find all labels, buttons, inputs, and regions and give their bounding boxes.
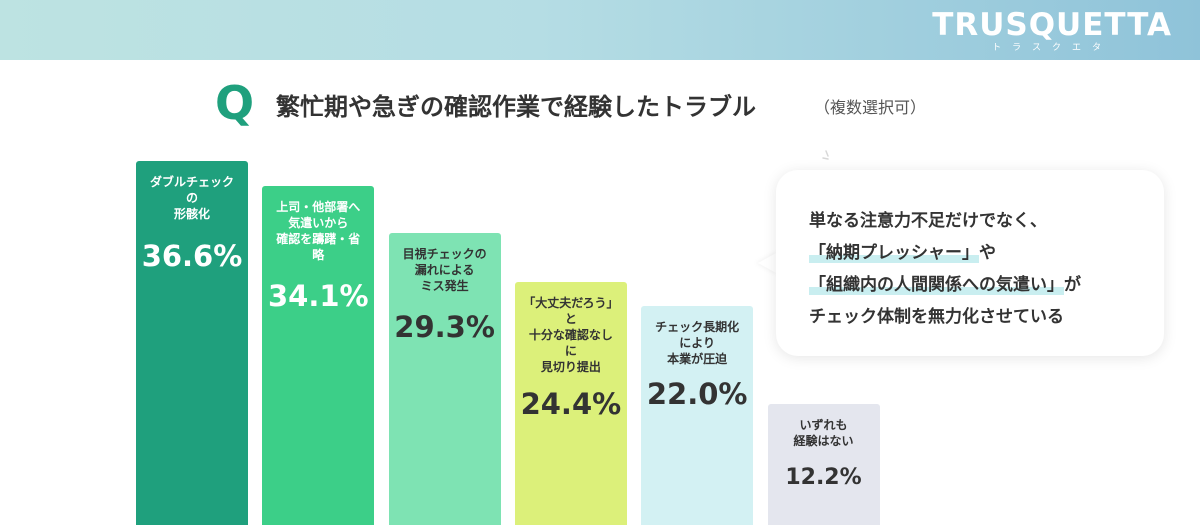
bar: 「大丈夫だろう」 と 十分な確認なし に 見切り提出 24.4% bbox=[514, 282, 627, 525]
callout-line-3-rest: が bbox=[1064, 275, 1081, 295]
callout-line-4: チェック体制を無力化させている bbox=[809, 307, 1064, 327]
callout-text: 単なる注意力不足だけでなく、 「納期プレッシャー」や 「組織内の人間関係への気遣… bbox=[809, 205, 1081, 333]
brand-name: TRUSQUETTA bbox=[932, 7, 1172, 43]
bar: チェック長期化 により 本業が圧迫 22.0% bbox=[641, 306, 754, 525]
bar-category-label: いずれも 経験はない bbox=[793, 417, 854, 448]
bar: いずれも 経験はない 12.2% bbox=[767, 403, 880, 525]
sparkle-icon bbox=[822, 150, 829, 160]
callout-tail bbox=[758, 252, 778, 274]
bar-category-label: チェック長期化 により 本業が圧迫 bbox=[655, 320, 740, 367]
callout-highlight-deadline: 「納期プレッシャー」 bbox=[809, 243, 979, 263]
bar-category-label: ダブルチェック の 形骸化 bbox=[149, 174, 234, 221]
callout-line-3: 「組織内の人間関係への気遣い」が bbox=[809, 269, 1081, 301]
bar-category-label: 目視チェックの 漏れによる ミス発生 bbox=[402, 247, 487, 294]
bar-value-label: 36.6% bbox=[141, 238, 243, 273]
question-mark-label: Q bbox=[215, 76, 255, 130]
bar-category-label: 上司・他部署へ 気遣いから 確認を躊躇・省 略 bbox=[276, 199, 361, 262]
chart-title: 繁忙期や急ぎの確認作業で経験したトラブル bbox=[276, 93, 756, 121]
bar-value-label: 12.2% bbox=[785, 464, 862, 490]
brand-kana: トラスクエタ bbox=[992, 43, 1112, 53]
header-band: TRUSQUETTA トラスクエタ bbox=[0, 0, 1200, 60]
brand-logo: TRUSQUETTA トラスクエタ bbox=[932, 8, 1172, 54]
bar: ダブルチェック の 形骸化 36.6% bbox=[136, 160, 248, 525]
bar: 目視チェックの 漏れによる ミス発生 29.3% bbox=[388, 233, 501, 525]
bar-value-label: 29.3% bbox=[394, 310, 495, 345]
callout-bubble bbox=[776, 170, 1164, 356]
callout-highlight-relationships: 「組織内の人間関係への気遣い」 bbox=[809, 275, 1064, 295]
bar-value-label: 24.4% bbox=[520, 387, 622, 422]
bar-value-label: 34.1% bbox=[267, 278, 369, 313]
callout-line-2-rest: や bbox=[979, 243, 996, 263]
callout-line-1: 単なる注意力不足だけでなく、 bbox=[809, 211, 1047, 231]
bar-category-label: 「大丈夫だろう」 と 十分な確認なし に 見切り提出 bbox=[523, 296, 619, 375]
multiple-choice-note: （複数選択可） bbox=[814, 98, 927, 117]
bar-value-label: 22.0% bbox=[646, 377, 748, 412]
bar: 上司・他部署へ 気遣いから 確認を躊躇・省 略 34.1% bbox=[262, 185, 375, 525]
callout-line-2: 「納期プレッシャー」や bbox=[809, 237, 1081, 269]
